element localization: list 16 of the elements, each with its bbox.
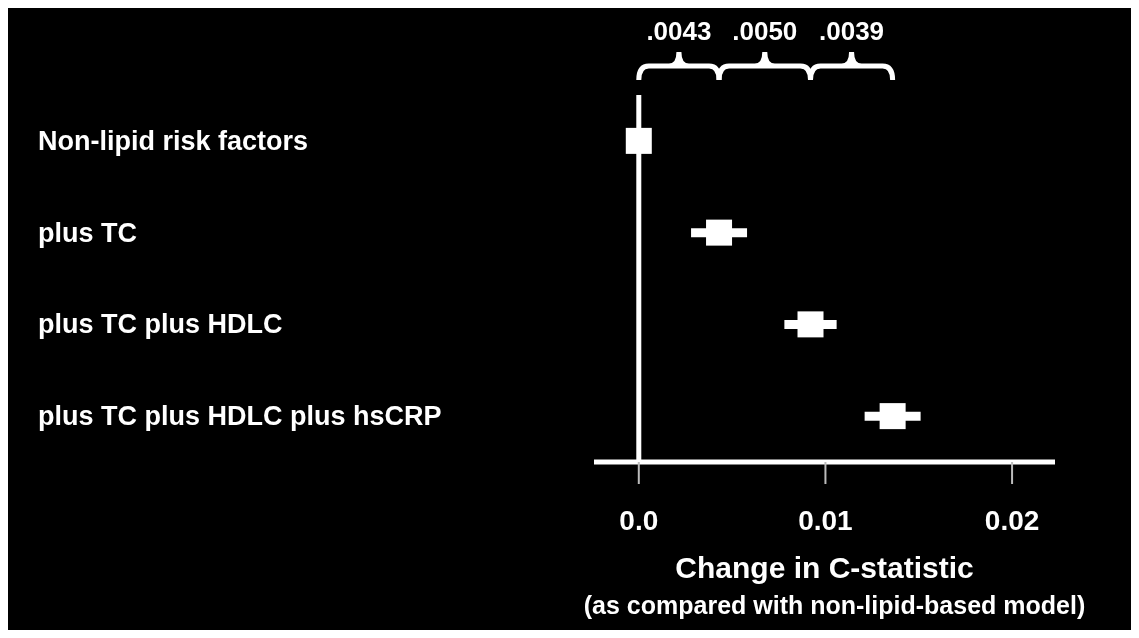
- y-tick-label: plus TC: [38, 217, 137, 248]
- text: (as compared with non-lipid-based model): [583, 591, 1086, 619]
- y-tick-label: plus TC plus HDLC plus hsCRP: [38, 401, 442, 432]
- text: .0050: [732, 16, 798, 46]
- x-tick-label: 0.01: [798, 504, 853, 536]
- point: [706, 219, 733, 246]
- y-tick-label: plus TC plus HDLC: [38, 309, 283, 340]
- text: .0043: [646, 16, 712, 46]
- point: [797, 311, 824, 338]
- point: [879, 403, 906, 430]
- text: .0039: [819, 16, 885, 46]
- x-axis-title: Change in C-statistic: [675, 551, 974, 584]
- x-tick-label: 0.0: [619, 504, 659, 536]
- y-tick-label: Non-lipid risk factors: [38, 125, 309, 156]
- x-tick-label: 0.02: [984, 504, 1040, 536]
- point: [625, 127, 652, 154]
